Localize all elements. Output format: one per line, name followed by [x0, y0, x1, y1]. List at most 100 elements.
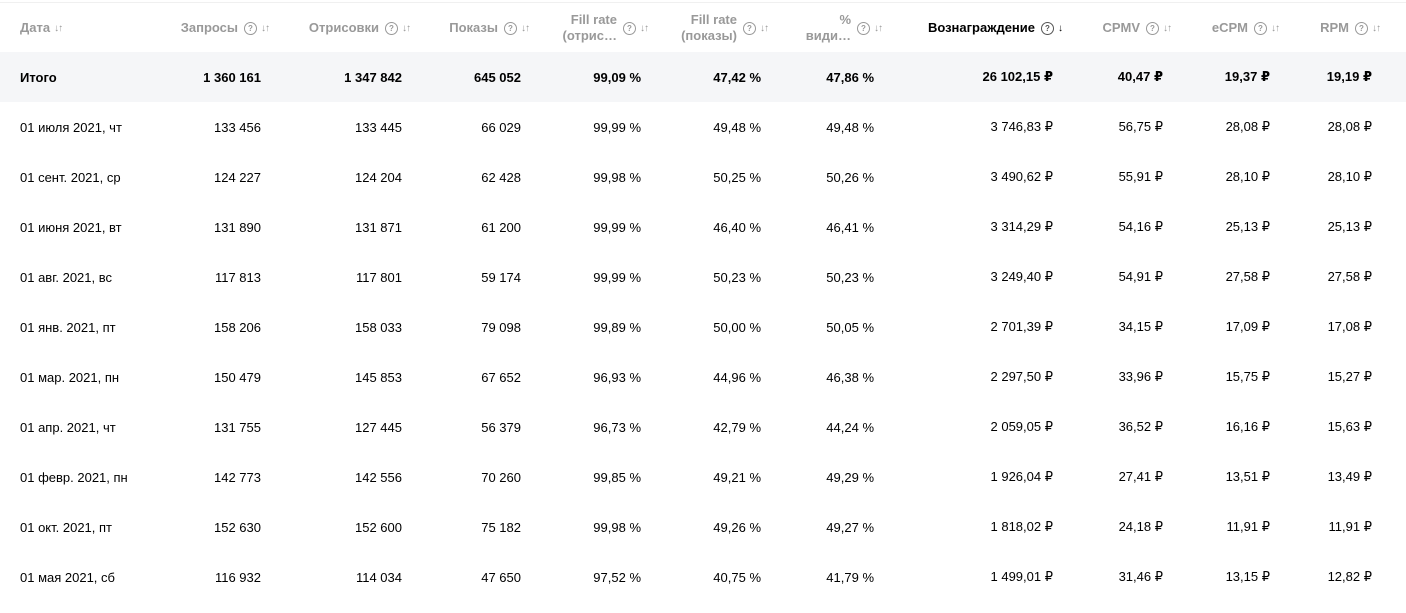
row-rpm: 12,82 ₽ — [1327, 569, 1372, 584]
row-rpm: 17,08 ₽ — [1327, 319, 1372, 334]
row-cpmv: 31,46 ₽ — [1118, 569, 1163, 584]
sort-arrows-icon[interactable]: ↓↑ — [54, 22, 63, 34]
question-circle-icon[interactable]: ? — [504, 21, 517, 35]
column-header-date[interactable]: Дата ↓↑ — [20, 3, 63, 53]
row-date: 01 апр. 2021, чт — [20, 419, 116, 435]
column-header-impressions[interactable]: Показы? ↓↑ — [449, 3, 530, 53]
column-header-label: % види… — [806, 12, 851, 44]
question-circle-icon[interactable]: ? — [743, 21, 756, 35]
row-impressions: 67 652 — [481, 369, 521, 385]
row-renders: 127 445 — [355, 419, 402, 435]
row-impressions: 62 428 — [481, 169, 521, 185]
column-header-label: CPMV — [1102, 20, 1140, 35]
row-rpm: 27,58 ₽ — [1327, 269, 1372, 284]
row-ecpm: 27,58 ₽ — [1225, 269, 1270, 284]
column-header-ecpm[interactable]: eCPM? ↓↑ — [1212, 3, 1280, 53]
row-fill-rate-impressions: 50,23 % — [713, 269, 761, 285]
row-impressions: 61 200 — [481, 219, 521, 235]
sort-arrows-icon[interactable]: ↓↑ — [521, 22, 530, 34]
sort-arrows-icon[interactable]: ↓↑ — [1372, 22, 1381, 34]
total-cpmv: 40,47 ₽ — [1117, 69, 1163, 84]
column-header-cpmv[interactable]: CPMV? ↓↑ — [1102, 3, 1172, 53]
row-cpmv: 34,15 ₽ — [1118, 319, 1163, 334]
question-circle-icon[interactable]: ? — [244, 21, 257, 35]
row-fill-rate-impressions: 46,40 % — [713, 219, 761, 235]
row-cpmv: 36,52 ₽ — [1118, 419, 1163, 434]
question-circle-icon[interactable]: ? — [623, 21, 636, 35]
row-renders: 124 204 — [355, 169, 402, 185]
column-header-label: Отрисовки — [308, 20, 379, 35]
sort-arrows-icon[interactable]: ↓↑ — [640, 22, 649, 34]
row-reward: 2 059,05 ₽ — [990, 419, 1054, 434]
column-header-label: RPM — [1320, 20, 1349, 35]
row-ecpm: 15,75 ₽ — [1225, 369, 1270, 384]
column-header-viewability[interactable]: % види…? ↓↑ — [806, 3, 883, 53]
row-requests: 150 479 — [214, 369, 261, 385]
table-row[interactable]: 01 апр. 2021, чт 131 755 127 445 56 379 96,7… — [0, 402, 1406, 452]
row-reward: 2 297,50 ₽ — [990, 369, 1054, 384]
row-viewability: 49,29 % — [826, 469, 874, 485]
column-header-label: Запросы — [180, 20, 238, 35]
row-ecpm: 28,10 ₽ — [1225, 169, 1270, 184]
row-renders: 117 801 — [355, 269, 402, 285]
table-row[interactable]: 01 февр. 2021, пн 142 773 142 556 70 260 99,… — [0, 452, 1406, 502]
total-row: Итого 1 360 161 1 347 842 645 052 99,09 % 47,… — [0, 52, 1406, 102]
column-header-fill-rate-renders[interactable]: Fill rate (отрис…? ↓↑ — [562, 3, 649, 53]
row-viewability: 46,41 % — [826, 219, 874, 235]
sort-desc-icon[interactable]: ↓ — [1058, 22, 1063, 34]
column-header-label-line: (отрис… — [562, 28, 617, 43]
row-ecpm: 25,13 ₽ — [1225, 219, 1270, 234]
row-reward: 3 249,40 ₽ — [990, 269, 1054, 284]
row-fill-rate-impressions: 50,25 % — [713, 169, 761, 185]
question-circle-icon[interactable]: ? — [1355, 21, 1368, 35]
question-circle-icon[interactable]: ? — [1146, 21, 1159, 35]
column-header-label-line: % — [839, 12, 851, 27]
table-row[interactable]: 01 июля 2021, чт 133 456 133 445 66 029 99,9… — [0, 102, 1406, 152]
column-header-label: Показы — [449, 20, 498, 35]
table-row[interactable]: 01 авг. 2021, вс 117 813 117 801 59 174 99,9… — [0, 252, 1406, 302]
row-reward: 1 499,01 ₽ — [990, 569, 1054, 584]
sort-arrows-icon[interactable]: ↓↑ — [261, 22, 270, 34]
row-viewability: 49,27 % — [826, 519, 874, 535]
sort-arrows-icon[interactable]: ↓↑ — [874, 22, 883, 34]
sort-arrows-icon[interactable]: ↓↑ — [1271, 22, 1280, 34]
row-date: 01 окт. 2021, пт — [20, 519, 113, 535]
question-circle-icon[interactable]: ? — [385, 21, 398, 35]
question-circle-icon[interactable]: ? — [1041, 21, 1054, 35]
column-header-rpm[interactable]: RPM? ↓↑ — [1320, 3, 1381, 53]
table-row[interactable]: 01 июня 2021, вт 131 890 131 871 61 200 99,9… — [0, 202, 1406, 252]
table-row[interactable]: 01 сент. 2021, ср 124 227 124 204 62 428 99,… — [0, 152, 1406, 202]
row-fill-rate-renders: 99,89 % — [593, 319, 641, 335]
column-header-label-line: види… — [805, 28, 851, 43]
row-cpmv: 54,91 ₽ — [1118, 269, 1163, 284]
table-row[interactable]: 01 янв. 2021, пт 158 206 158 033 79 098 99,8… — [0, 302, 1406, 352]
row-fill-rate-renders: 99,99 % — [593, 269, 641, 285]
table-header: Дата ↓↑ Запросы? ↓↑ Отрисовки? ↓↑ Показы? ↓↑ Fil… — [0, 2, 1406, 53]
row-cpmv: 27,41 ₽ — [1118, 469, 1163, 484]
sort-arrows-icon[interactable]: ↓↑ — [760, 22, 769, 34]
row-reward: 3 746,83 ₽ — [990, 119, 1054, 134]
column-header-fill-rate-impressions[interactable]: Fill rate (показы)? ↓↑ — [681, 3, 769, 53]
total-fill-rate-renders: 99,09 % — [593, 69, 641, 85]
column-header-reward[interactable]: Вознаграждение? ↓ — [928, 3, 1063, 53]
row-ecpm: 16,16 ₽ — [1225, 419, 1270, 434]
row-reward: 3 490,62 ₽ — [990, 169, 1054, 184]
table-row[interactable]: 01 окт. 2021, пт 152 630 152 600 75 182 99,9… — [0, 502, 1406, 552]
sort-arrows-icon[interactable]: ↓↑ — [402, 22, 411, 34]
row-requests: 131 890 — [214, 219, 261, 235]
table-row[interactable]: 01 мар. 2021, пн 150 479 145 853 67 652 96,9… — [0, 352, 1406, 402]
row-fill-rate-renders: 96,93 % — [593, 369, 641, 385]
column-header-label: Дата — [20, 20, 51, 35]
row-date: 01 февр. 2021, пн — [20, 469, 128, 485]
table-row[interactable]: 01 мая 2021, сб 116 932 114 034 47 650 97,52… — [0, 552, 1406, 602]
question-circle-icon[interactable]: ? — [1254, 21, 1267, 35]
question-circle-icon[interactable]: ? — [857, 21, 870, 35]
total-requests: 1 360 161 — [203, 69, 261, 85]
column-header-renders[interactable]: Отрисовки? ↓↑ — [308, 3, 411, 53]
row-date: 01 мар. 2021, пн — [20, 369, 120, 385]
row-fill-rate-impressions: 40,75 % — [713, 569, 761, 585]
row-fill-rate-renders: 96,73 % — [593, 419, 641, 435]
row-fill-rate-renders: 99,98 % — [593, 519, 641, 535]
sort-arrows-icon[interactable]: ↓↑ — [1163, 22, 1172, 34]
column-header-requests[interactable]: Запросы? ↓↑ — [180, 3, 270, 53]
